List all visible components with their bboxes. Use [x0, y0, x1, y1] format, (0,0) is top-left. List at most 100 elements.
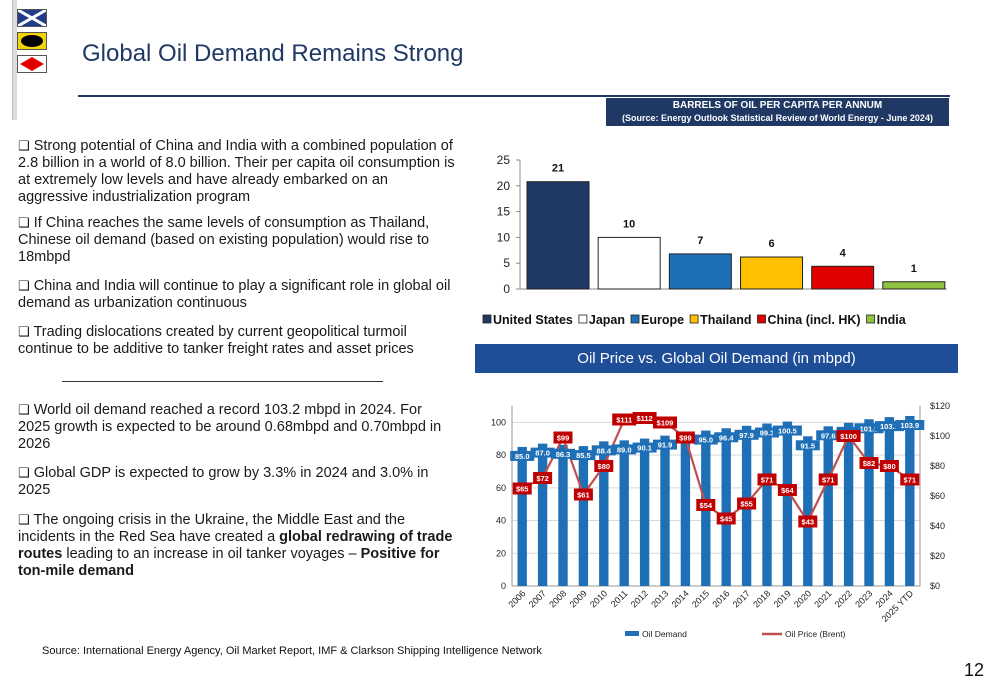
price-label-bg — [632, 412, 657, 424]
demand-value-label: 100.5 — [778, 427, 797, 436]
demand-label-bg — [714, 432, 739, 443]
bar-y-tick-label: 5 — [503, 256, 510, 270]
x-tick-label: 2017 — [731, 588, 752, 609]
demand-value-label: 85.5 — [576, 451, 591, 460]
demand-label-bg — [895, 419, 925, 430]
demand-value-label: 85.0 — [515, 452, 530, 461]
price-label-bg — [900, 473, 920, 486]
price-label-bg — [798, 515, 818, 528]
demand-bar — [823, 426, 833, 586]
demand-label-bg — [755, 427, 779, 438]
y-right-tick-label: $60 — [930, 491, 945, 501]
page-title: Global Oil Demand Remains Strong — [82, 40, 464, 67]
demand-bar — [803, 436, 813, 586]
demand-value-label: 91.9 — [658, 441, 673, 450]
bullet-trading-dislocations: ❑ Trading dislocations created by curren… — [18, 324, 414, 357]
demand-bar — [905, 415, 915, 586]
price-value-label: $111 — [616, 416, 632, 425]
y-right-tick-label: $80 — [930, 461, 945, 471]
demand-bar — [558, 444, 568, 586]
demand-bar — [599, 441, 609, 586]
legend-label: United States — [493, 313, 573, 327]
demand-value-label: 96.4 — [719, 433, 734, 442]
price-value-label: $72 — [536, 474, 549, 483]
price-value-label: $80 — [883, 462, 896, 471]
demand-bar — [782, 421, 793, 586]
x-tick-label: 2010 — [588, 588, 609, 609]
legend-swatch — [578, 314, 588, 324]
legend-swatch-demand — [625, 631, 639, 636]
bar-japan — [597, 236, 661, 290]
price-value-label: $43 — [802, 518, 815, 527]
demand-value-label: 97.9 — [739, 431, 754, 440]
demand-value-label: 101.9 — [860, 424, 879, 433]
demand-label-bg — [653, 439, 677, 450]
legend-label-demand: Oil Demand — [642, 629, 687, 639]
price-label-bg — [859, 457, 879, 469]
legend-swatch — [689, 314, 699, 324]
y-right-tick-label: $100 — [930, 431, 950, 441]
legend-label-price: Oil Price (Brent) — [785, 629, 846, 639]
bar-china-incl-hk- — [811, 265, 875, 290]
x-tick-label: 2011 — [609, 588, 630, 609]
demand-label-bg — [571, 450, 596, 461]
price-label-bg — [653, 416, 677, 429]
price-label-bg — [836, 430, 861, 442]
legend-label: China (incl. HK) — [768, 313, 861, 327]
demand-value-label: 103.9 — [900, 421, 919, 430]
price-label-bg — [737, 497, 757, 510]
legend-label: Europe — [641, 313, 684, 327]
bullet-ukraine-crisis: ❑ The ongoing crisis in the Ukraine, the… — [18, 512, 453, 579]
x-tick-label: 2018 — [751, 588, 772, 609]
y-right-tick-label: $40 — [930, 521, 945, 531]
bar-y-tick-label: 10 — [497, 230, 511, 244]
price-label-bg — [675, 431, 695, 444]
demand-bar — [884, 417, 895, 586]
bar-y-tick-label: 25 — [497, 153, 511, 167]
demand-bar — [721, 428, 731, 586]
demand-value-label: 90.1 — [637, 444, 652, 453]
x-tick-label: 2012 — [629, 588, 650, 609]
legend-swatch — [757, 314, 766, 324]
bullet-china-thailand: ❑ If China reaches the same levels of co… — [18, 215, 430, 265]
demand-bar — [578, 446, 589, 586]
bullet-world-demand: ❑ World oil demand reached a record 103.… — [18, 402, 442, 452]
bar-chart-header: BARRELS OF OIL PER CAPITA PER ANNUM (Sou… — [606, 98, 949, 126]
demand-value-label: 89.0 — [617, 445, 632, 454]
line-chart-header: Oil Price vs. Global Oil Demand (in mbpd… — [475, 344, 958, 373]
price-value-label: $71 — [761, 476, 774, 485]
x-tick-label: 2016 — [710, 588, 731, 609]
demand-value-label: 103.2 — [880, 422, 899, 431]
price-value-label: $61 — [577, 491, 590, 500]
price-value-label: $65 — [516, 485, 529, 494]
price-label-bg — [594, 460, 614, 472]
price-value-label: $55 — [740, 500, 753, 509]
demand-label-bg — [591, 445, 616, 456]
bar-thailand — [740, 256, 803, 290]
price-label-bg — [818, 473, 838, 486]
demand-label-bg — [530, 447, 555, 458]
demand-value-label: 95.0 — [698, 436, 713, 445]
demand-label-bg — [795, 440, 820, 451]
price-label-bg — [757, 473, 777, 486]
demand-label-bg — [874, 421, 904, 432]
bar-value-label: 21 — [552, 163, 564, 175]
legend-label: Japan — [589, 313, 625, 327]
demand-label-bg — [854, 423, 884, 434]
bar-chart-source: (Source: Energy Outlook Statistical Revi… — [622, 113, 933, 123]
demand-bar — [762, 423, 772, 586]
x-tick-label: 2021 — [812, 588, 833, 609]
bar-united-states — [526, 181, 590, 290]
x-tick-label: 2022 — [833, 588, 854, 609]
price-label-bg — [716, 512, 736, 525]
flag-red-diamond-icon — [17, 55, 47, 73]
y-left-tick-label: 0 — [501, 581, 506, 591]
x-tick-label: 2013 — [649, 588, 670, 609]
demand-label-bg — [816, 430, 841, 441]
source-note: Source: International Energy Agency, Oil… — [42, 645, 542, 657]
demand-label-bg — [551, 448, 575, 459]
y-right-tick-label: $120 — [930, 401, 950, 411]
demand-value-label: 91.5 — [800, 441, 815, 450]
price-label-bg — [573, 488, 593, 501]
demand-value-label: 87.0 — [535, 449, 550, 458]
